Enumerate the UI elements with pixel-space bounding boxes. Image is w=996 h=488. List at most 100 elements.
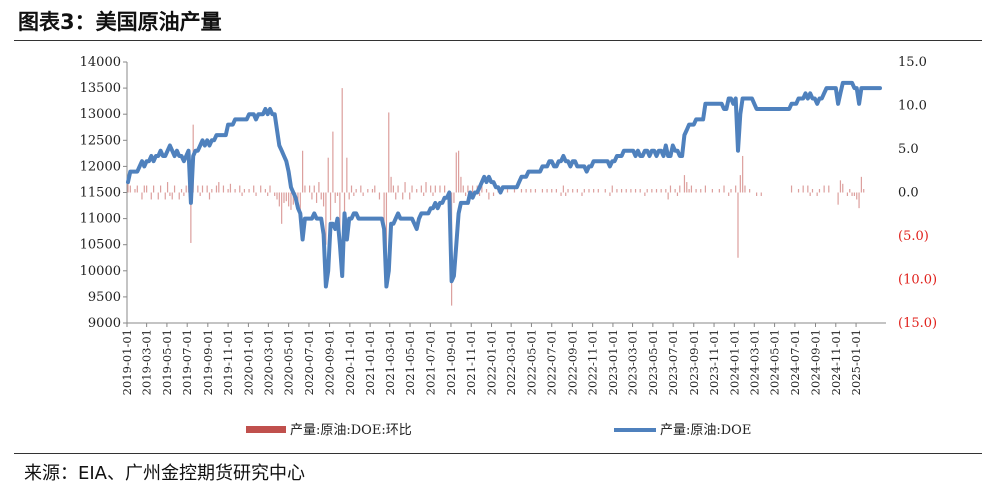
bar xyxy=(842,183,844,193)
bar xyxy=(164,192,166,200)
bar xyxy=(695,189,697,193)
top-rule xyxy=(14,40,982,41)
bar xyxy=(665,189,667,193)
bar xyxy=(362,192,364,196)
bar xyxy=(348,192,350,200)
bar xyxy=(169,192,171,196)
bar xyxy=(644,192,646,196)
production-line xyxy=(126,80,882,289)
bar xyxy=(704,185,706,193)
bar xyxy=(374,185,376,193)
bar xyxy=(281,192,283,224)
bar xyxy=(278,192,280,207)
bar xyxy=(541,189,544,193)
bar xyxy=(269,185,271,193)
legend-line-label: 产量:原油:DOE xyxy=(660,423,751,438)
bar xyxy=(651,189,653,193)
bar xyxy=(464,192,467,196)
left-tick-label: 13000 xyxy=(80,107,121,122)
right-tick-label: (10.0) xyxy=(898,273,937,288)
bar xyxy=(749,189,751,193)
left-tick-label: 14000 xyxy=(80,55,121,70)
bar xyxy=(620,189,623,193)
bar xyxy=(593,189,595,193)
bar xyxy=(197,185,199,193)
x-tick-label: 2024-09-01 xyxy=(808,329,822,395)
bar xyxy=(385,192,388,280)
bar xyxy=(178,192,180,200)
right-tick-label: 15.0 xyxy=(898,55,927,70)
bar xyxy=(485,189,488,193)
bar xyxy=(302,150,304,193)
bar xyxy=(492,192,495,196)
bar xyxy=(858,192,860,209)
bar xyxy=(241,192,243,196)
bar xyxy=(267,192,269,196)
left-tick-label: 11000 xyxy=(80,212,121,227)
bar xyxy=(688,189,690,193)
bar xyxy=(604,189,606,193)
bar xyxy=(467,185,469,193)
bar xyxy=(409,192,411,200)
bar xyxy=(823,185,825,193)
bar xyxy=(332,131,334,193)
bar xyxy=(700,189,702,193)
bar xyxy=(171,192,173,200)
bar xyxy=(253,185,255,193)
left-tick-label: 10500 xyxy=(80,238,121,253)
bar xyxy=(318,182,320,193)
line-series xyxy=(126,80,882,289)
x-tick-label: 2020-03-01 xyxy=(261,329,275,395)
bar xyxy=(397,185,399,193)
bar xyxy=(625,189,627,193)
bar xyxy=(311,192,313,200)
x-tick-label: 2024-11-01 xyxy=(829,329,843,395)
bar xyxy=(565,192,567,196)
bar xyxy=(432,192,434,196)
bar xyxy=(660,189,662,193)
bar xyxy=(341,88,343,193)
bar xyxy=(744,185,746,193)
bar xyxy=(460,176,462,193)
bar xyxy=(420,185,422,193)
bar xyxy=(383,192,385,228)
right-tick-label: (5.0) xyxy=(898,229,929,244)
bar xyxy=(313,185,315,193)
bar xyxy=(299,192,301,214)
bar xyxy=(471,185,474,193)
x-tick-label: 2022-07-01 xyxy=(545,329,559,395)
left-tick-label: 10000 xyxy=(80,264,121,279)
bar xyxy=(276,192,278,200)
bar xyxy=(425,182,427,193)
bar xyxy=(411,185,413,193)
bar xyxy=(797,189,800,193)
bar xyxy=(616,189,618,193)
bar xyxy=(143,185,145,193)
left-tick-label: 9000 xyxy=(88,316,121,331)
x-tick-label: 2023-11-01 xyxy=(707,329,721,395)
bar xyxy=(255,192,257,196)
bar xyxy=(434,185,436,193)
left-tick-label: 12000 xyxy=(80,159,121,174)
bar xyxy=(371,189,374,193)
bar xyxy=(458,150,460,193)
bar xyxy=(367,189,369,193)
bar xyxy=(802,185,804,193)
bar xyxy=(739,175,741,193)
bar xyxy=(683,175,686,193)
bar xyxy=(206,185,208,193)
left-tick-label: 9500 xyxy=(88,290,121,305)
x-tick-label: 2020-05-01 xyxy=(282,329,296,395)
right-tick-label: 10.0 xyxy=(898,99,927,114)
bar xyxy=(227,189,229,193)
bar xyxy=(346,157,348,193)
bar xyxy=(581,192,583,196)
bar xyxy=(609,192,611,196)
x-tick-label: 2021-05-01 xyxy=(403,329,417,395)
bar xyxy=(201,185,204,193)
x-tick-label: 2019-01-01 xyxy=(120,329,134,395)
bar xyxy=(730,189,732,193)
bar xyxy=(134,189,136,193)
bar xyxy=(353,192,355,196)
